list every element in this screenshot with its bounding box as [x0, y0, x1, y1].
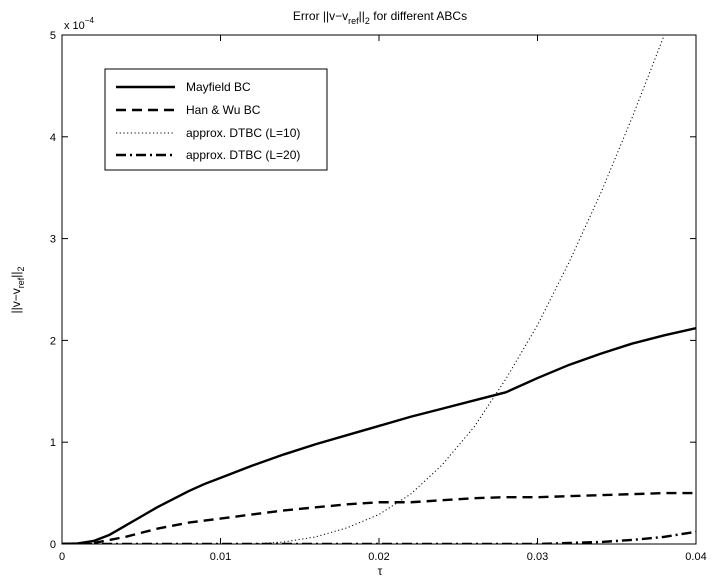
y-axis-label: ||v−vref||2 [9, 266, 26, 313]
y-tick-label: 3 [50, 234, 56, 246]
y-tick-label: 4 [50, 132, 56, 144]
series-line-han-wu-bc [62, 491, 696, 544]
x-tick-label: 0.01 [210, 551, 231, 563]
x-axis-label: τ [378, 564, 383, 578]
series-layer [62, 35, 696, 544]
legend-label: approx. DTBC (L=20) [186, 148, 300, 162]
y-tick-label: 2 [50, 335, 56, 347]
chart-title: Error ||v−vref||2 for different ABCs [293, 9, 467, 26]
y-tick-label: 5 [50, 30, 56, 42]
series-line-approx-dtbc-l-20 [62, 530, 696, 544]
legend-label: approx. DTBC (L=10) [186, 126, 300, 140]
legend: Mayfield BC Han & Wu BC approx. DTBC (L=10… [104, 68, 328, 171]
x-tick-label: 0.02 [368, 551, 389, 563]
series-line-approx-dtbc-l-10 [62, 35, 665, 544]
x-tick-label: 0.03 [527, 551, 548, 563]
x-tick-label: 0 [59, 551, 65, 563]
series-line-mayfield-bc [62, 327, 696, 544]
legend-label: Han & Wu BC [186, 103, 261, 117]
y-tick-label: 1 [50, 437, 56, 449]
legend-label: Mayfield BC [186, 80, 251, 94]
x-axis-ticks: 0 0.01 0.02 0.03 0.04 [59, 35, 707, 563]
x-tick-label: 0.04 [685, 551, 706, 563]
y-tick-label: 0 [50, 539, 56, 551]
y-axis-exponent: x 10−4 [64, 16, 94, 32]
